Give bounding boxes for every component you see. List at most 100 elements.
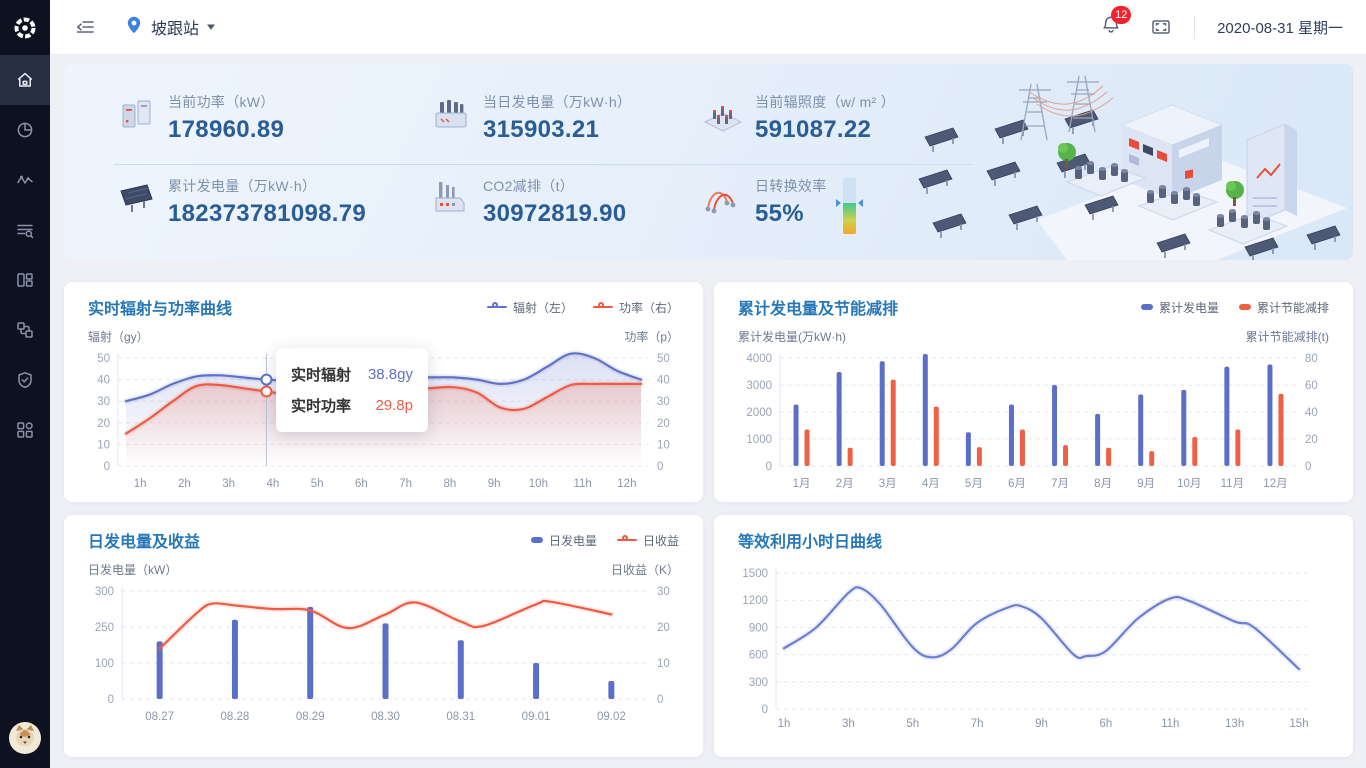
svg-text:1500: 1500 bbox=[742, 568, 768, 580]
layout-icon bbox=[15, 270, 35, 290]
svg-text:20: 20 bbox=[1305, 434, 1318, 446]
svg-text:300: 300 bbox=[95, 586, 114, 598]
stat-label: 日转换效率 bbox=[755, 178, 827, 194]
svg-text:12月: 12月 bbox=[1263, 478, 1287, 490]
svg-text:3h: 3h bbox=[842, 718, 855, 730]
sidebar-item-analysis[interactable] bbox=[0, 105, 50, 155]
svg-text:11h: 11h bbox=[573, 478, 591, 490]
station-selector[interactable]: 坡跟站 bbox=[124, 15, 216, 40]
sidebar bbox=[0, 0, 50, 768]
chart-card-daily: 日发电量及收益 日发电量 日收益 日发电量（kW） 日收益（K） 0 100 250 3… bbox=[64, 515, 703, 757]
svg-text:8月: 8月 bbox=[1094, 478, 1112, 490]
sidebar-item-topology[interactable] bbox=[0, 305, 50, 355]
svg-text:10: 10 bbox=[657, 658, 670, 670]
sidebar-item-layout[interactable] bbox=[0, 255, 50, 305]
efficiency-gauge bbox=[835, 178, 863, 234]
location-pin-icon bbox=[124, 15, 144, 40]
list-search-icon bbox=[15, 220, 35, 240]
chart-legend: 日发电量 日收益 bbox=[511, 532, 679, 549]
app-logo[interactable] bbox=[0, 0, 50, 55]
stat-card: 当前辐照度（w/ m² ） 591087.22 bbox=[701, 78, 1001, 162]
svg-text:10月: 10月 bbox=[1177, 478, 1201, 490]
svg-text:2月: 2月 bbox=[836, 478, 854, 490]
svg-text:7h: 7h bbox=[399, 478, 412, 490]
y-axis-label-left: 日发电量（kW） bbox=[88, 563, 178, 577]
topbar-divider bbox=[1194, 15, 1196, 39]
notifications-button[interactable]: 12 bbox=[1100, 5, 1132, 41]
sidebar-item-apps[interactable] bbox=[0, 405, 50, 455]
legend-label: 日发电量 bbox=[548, 533, 597, 548]
fullscreen-icon[interactable] bbox=[1150, 16, 1172, 38]
user-avatar[interactable] bbox=[8, 721, 42, 755]
solar-panel-icon bbox=[114, 176, 158, 220]
stat-card: 当日发电量（万kW·h） 315903.21 bbox=[429, 78, 701, 162]
legend-item[interactable]: 日发电量 bbox=[530, 532, 597, 549]
kpi-stats: 当前功率（kW） 178960.89 当日发电量（万kW·h） 315903.21 当前… bbox=[114, 78, 1001, 246]
chart-title: 日发电量及收益 bbox=[88, 534, 201, 551]
svg-text:300: 300 bbox=[749, 677, 768, 689]
svg-text:8h: 8h bbox=[443, 478, 456, 490]
stat-value: 30972819.90 bbox=[483, 200, 627, 227]
svg-text:1h: 1h bbox=[134, 478, 147, 490]
legend-label: 日收益 bbox=[642, 533, 679, 548]
sidebar-item-home[interactable] bbox=[0, 55, 50, 105]
legend-item[interactable]: 累计节能减排 bbox=[1238, 299, 1329, 316]
station-name: 坡跟站 bbox=[151, 21, 200, 38]
svg-text:3h: 3h bbox=[222, 478, 235, 490]
svg-text:11h: 11h bbox=[1161, 718, 1179, 730]
svg-text:15h: 15h bbox=[1289, 718, 1308, 730]
svg-text:20: 20 bbox=[97, 418, 110, 430]
legend-label: 累计节能减排 bbox=[1256, 300, 1329, 315]
stat-label: 当日发电量（万kW·h） bbox=[483, 94, 632, 110]
y-axis-label-right: 日收益（K） bbox=[610, 563, 679, 577]
svg-text:20: 20 bbox=[657, 622, 670, 634]
svg-text:10h: 10h bbox=[529, 478, 548, 490]
svg-text:9月: 9月 bbox=[1137, 478, 1155, 490]
legend-item[interactable]: 累计发电量 bbox=[1140, 299, 1219, 316]
y-axis-label-left: 累计发电量(万kW·h) bbox=[738, 330, 846, 344]
svg-text:08.29: 08.29 bbox=[296, 711, 325, 723]
stat-label: 累计发电量（万kW·h） bbox=[168, 178, 317, 194]
svg-text:08.27: 08.27 bbox=[145, 711, 174, 723]
date-display: 2020-08-31 星期一 bbox=[1217, 19, 1343, 37]
svg-text:4月: 4月 bbox=[922, 478, 940, 490]
svg-text:60: 60 bbox=[1305, 380, 1318, 392]
nodes-icon bbox=[15, 320, 35, 340]
irradiance-icon bbox=[701, 92, 745, 136]
svg-text:11月: 11月 bbox=[1221, 478, 1244, 490]
sidebar-item-reports[interactable] bbox=[0, 205, 50, 255]
legend-line-marker bbox=[486, 302, 507, 308]
sidebar-item-security[interactable] bbox=[0, 355, 50, 405]
svg-text:13h: 13h bbox=[1225, 718, 1244, 730]
svg-text:0: 0 bbox=[762, 704, 768, 716]
legend-item[interactable]: 日收益 bbox=[616, 532, 679, 549]
legend-item[interactable]: 功率（右） bbox=[592, 299, 679, 316]
svg-text:30: 30 bbox=[657, 586, 670, 598]
stat-value: 591087.22 bbox=[755, 116, 872, 143]
svg-text:09.01: 09.01 bbox=[522, 711, 551, 723]
utilization-hours-chart[interactable]: 0 300 600 900 1200 1500 1h 3h 5h 7h 9h 6h 11h 13h 15h bbox=[738, 563, 1329, 731]
svg-text:0: 0 bbox=[766, 461, 772, 473]
svg-text:12h: 12h bbox=[617, 478, 636, 490]
svg-text:250: 250 bbox=[95, 622, 114, 634]
grid-icon bbox=[15, 420, 35, 440]
topbar: 坡跟站 12 2020-08-31 星期一 bbox=[50, 0, 1366, 55]
chart-title: 等效利用小时日曲线 bbox=[738, 534, 883, 551]
svg-text:50: 50 bbox=[657, 353, 670, 365]
main-area: 坡跟站 12 2020-08-31 星期一 当前功率（kW） 178960.89 当… bbox=[50, 0, 1366, 768]
svg-text:1000: 1000 bbox=[746, 434, 772, 446]
cumulative-energy-chart[interactable]: 0 1000 2000 3000 4000 0 20 40 60 80 1月 2月 3月 4月 5月 6月 7月… bbox=[738, 348, 1329, 498]
svg-text:0: 0 bbox=[657, 461, 663, 473]
sidebar-item-monitor[interactable] bbox=[0, 155, 50, 205]
radiation-power-chart[interactable]: 0 10 20 30 40 50 0 10 20 30 40 50 1h 2h 3h 4h 5h 6h 7h 8h 9h… bbox=[88, 348, 679, 498]
chart-card-utilization: 等效利用小时日曲线 0 300 600 900 1200 1500 1h 3h 5h 7h 9h 6h… bbox=[714, 515, 1353, 757]
svg-text:0: 0 bbox=[1305, 461, 1311, 473]
transformer-icon bbox=[429, 92, 473, 136]
svg-text:09.02: 09.02 bbox=[597, 711, 626, 723]
menu-fold-icon[interactable] bbox=[74, 16, 96, 38]
chart-grid: 实时辐射与功率曲线 辐射（左） 功率（右） 辐射（gy） 功率（p） 0 10 20 3… bbox=[64, 282, 1353, 757]
chart-legend: 累计发电量 累计节能减排 bbox=[1121, 299, 1329, 316]
legend-item[interactable]: 辐射（左） bbox=[486, 299, 573, 316]
daily-energy-profit-chart[interactable]: 0 100 250 300 0 10 20 30 08.27 08.28 08.29 08.30 08.… bbox=[88, 581, 679, 731]
chart-title: 累计发电量及节能减排 bbox=[738, 301, 899, 318]
